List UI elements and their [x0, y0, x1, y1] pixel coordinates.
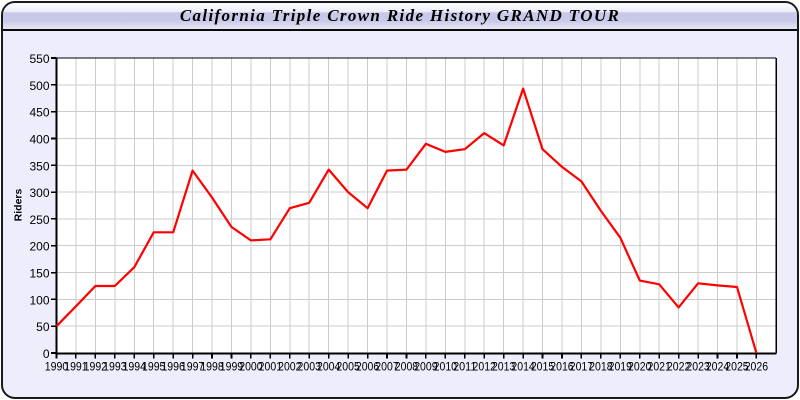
svg-text:1995: 1995 — [142, 360, 166, 374]
svg-text:1993: 1993 — [103, 360, 127, 374]
svg-text:0: 0 — [43, 347, 50, 361]
svg-text:2012: 2012 — [473, 360, 497, 374]
svg-text:2020: 2020 — [628, 360, 652, 374]
svg-text:1997: 1997 — [181, 360, 205, 374]
svg-text:1999: 1999 — [220, 360, 244, 374]
svg-text:2025: 2025 — [725, 360, 749, 374]
svg-text:1990: 1990 — [45, 360, 69, 374]
svg-text:200: 200 — [29, 240, 49, 254]
svg-text:2003: 2003 — [298, 360, 322, 374]
svg-text:50: 50 — [36, 320, 50, 334]
svg-text:2000: 2000 — [239, 360, 263, 374]
svg-text:100: 100 — [29, 293, 49, 307]
svg-text:Riders: Riders — [13, 189, 25, 222]
svg-text:1991: 1991 — [64, 360, 88, 374]
svg-text:2009: 2009 — [414, 360, 438, 374]
svg-text:2002: 2002 — [278, 360, 302, 374]
svg-text:2011: 2011 — [453, 360, 477, 374]
svg-text:1998: 1998 — [200, 360, 224, 374]
svg-text:2001: 2001 — [259, 360, 283, 374]
svg-text:2024: 2024 — [706, 360, 730, 374]
svg-text:2016: 2016 — [550, 360, 574, 374]
svg-text:2010: 2010 — [434, 360, 458, 374]
svg-text:2019: 2019 — [609, 360, 633, 374]
svg-text:2026: 2026 — [745, 360, 769, 374]
svg-text:2008: 2008 — [395, 360, 419, 374]
svg-text:400: 400 — [29, 132, 49, 146]
svg-text:250: 250 — [29, 213, 49, 227]
svg-text:2006: 2006 — [356, 360, 380, 374]
svg-text:2014: 2014 — [511, 360, 535, 374]
svg-text:1992: 1992 — [84, 360, 108, 374]
svg-text:550: 550 — [29, 52, 49, 66]
svg-text:450: 450 — [29, 106, 49, 120]
svg-text:2017: 2017 — [570, 360, 594, 374]
svg-text:2018: 2018 — [589, 360, 613, 374]
svg-text:2007: 2007 — [375, 360, 399, 374]
svg-text:2015: 2015 — [531, 360, 555, 374]
svg-text:150: 150 — [29, 267, 49, 281]
svg-text:1996: 1996 — [161, 360, 185, 374]
svg-text:2023: 2023 — [686, 360, 710, 374]
svg-text:2022: 2022 — [667, 360, 691, 374]
svg-text:300: 300 — [29, 186, 49, 200]
svg-text:2005: 2005 — [336, 360, 360, 374]
svg-text:500: 500 — [29, 79, 49, 93]
svg-text:2004: 2004 — [317, 360, 341, 374]
svg-text:2021: 2021 — [647, 360, 671, 374]
svg-text:2013: 2013 — [492, 360, 516, 374]
svg-text:350: 350 — [29, 159, 49, 173]
svg-text:1994: 1994 — [123, 360, 147, 374]
